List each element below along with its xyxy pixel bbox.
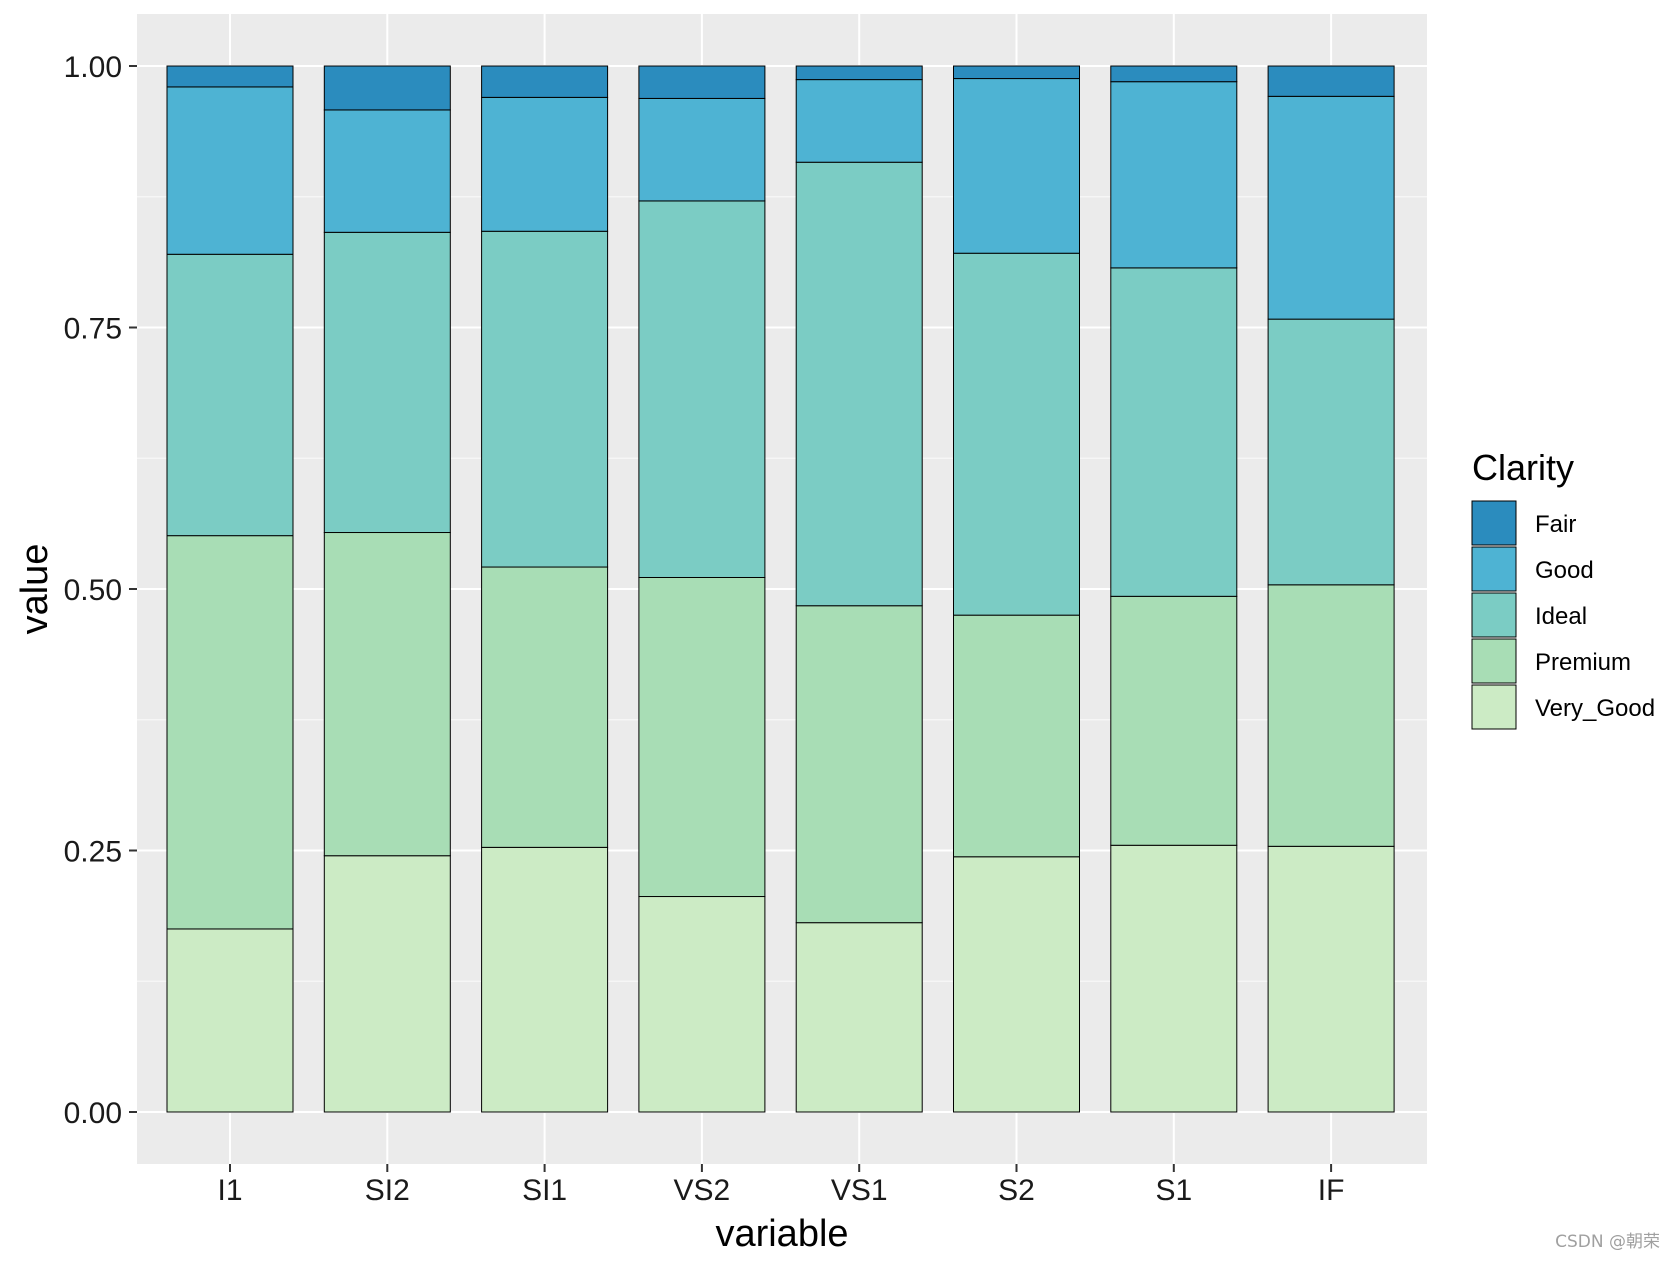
bar-segment-fair <box>1267 65 1395 97</box>
legend: Clarity Fair Good Ideal Premium Very_Good <box>1471 447 1655 730</box>
y-tick-label: 0.00 <box>64 1097 122 1130</box>
bar-segment-very-good <box>1267 845 1395 1113</box>
x-tick-label: SI2 <box>365 1174 410 1207</box>
bar-segment-very-good <box>166 928 294 1113</box>
bar-segment-very-good <box>1110 844 1238 1113</box>
x-tick-label: I1 <box>217 1174 242 1207</box>
bar-segment-premium <box>1110 595 1238 846</box>
bar-segment-very-good <box>953 856 1080 1113</box>
bar-segment-good <box>166 86 294 255</box>
x-tick-label: IF <box>1318 1174 1345 1207</box>
y-axis-title: value <box>14 544 56 635</box>
bar-segment-ideal <box>323 231 451 534</box>
y-tick-label: 0.75 <box>64 313 122 346</box>
y-tick-label: 0.25 <box>64 836 122 869</box>
bars <box>166 65 1395 1113</box>
watermark: CSDN @朝荣 <box>1555 1232 1660 1252</box>
x-tick-label: S2 <box>998 1174 1035 1207</box>
bar-segment-premium <box>795 605 923 924</box>
legend-key-ideal <box>1471 592 1517 638</box>
bar-segment-ideal <box>166 253 294 537</box>
bar-segment-ideal <box>953 252 1080 616</box>
bar-segment-very-good <box>795 922 923 1113</box>
x-axis: I1 SI2 SI1 VS2 VS1 S2 S1 IF <box>217 1164 1344 1207</box>
bar-segment-premium <box>481 566 609 848</box>
legend-key-very-good <box>1471 684 1517 730</box>
legend-label: Good <box>1535 557 1594 584</box>
bar-segment-ideal <box>638 200 766 578</box>
bar-segment-fair <box>481 65 609 98</box>
bar-segment-good <box>323 109 451 233</box>
bar-segment-very-good <box>323 855 451 1113</box>
bar-segment-good <box>953 78 1080 254</box>
y-axis: 0.00 0.25 0.50 0.75 1.00 <box>64 51 137 1130</box>
x-tick-label: VS1 <box>831 1174 888 1207</box>
bar-segment-fair <box>795 65 923 81</box>
bar-segment-fair <box>953 65 1080 80</box>
bar-segment-fair <box>166 65 294 88</box>
y-tick-label: 0.50 <box>64 574 122 607</box>
x-axis-title: variable <box>715 1213 848 1255</box>
bar-segment-very-good <box>481 846 609 1113</box>
bar-segment-ideal <box>481 230 609 568</box>
bar-segment-good <box>795 79 923 163</box>
bar-segment-good <box>1267 95 1395 320</box>
x-tick-label: SI1 <box>522 1174 567 1207</box>
x-tick-label: S1 <box>1155 1174 1192 1207</box>
bar-segment-good <box>638 97 766 202</box>
bar-segment-premium <box>1267 584 1395 847</box>
bar-segment-ideal <box>1267 318 1395 586</box>
y-tick-label: 1.00 <box>64 51 122 84</box>
bar-segment-premium <box>638 576 766 898</box>
legend-label: Ideal <box>1535 603 1587 630</box>
legend-key-good <box>1471 546 1517 592</box>
x-tick-label: VS2 <box>674 1174 731 1207</box>
bar-segment-very-good <box>638 896 766 1113</box>
bar-segment-fair <box>323 65 451 111</box>
bar-segment-fair <box>638 65 766 99</box>
bar-segment-premium <box>166 535 294 930</box>
legend-title: Clarity <box>1472 447 1574 488</box>
bar-segment-ideal <box>795 161 923 607</box>
legend-key-fair <box>1471 500 1517 546</box>
bar-segment-premium <box>323 532 451 857</box>
bar-segment-good <box>1110 81 1238 269</box>
bar-segment-fair <box>1110 65 1238 83</box>
legend-label: Very_Good <box>1535 695 1655 722</box>
legend-label: Fair <box>1535 511 1576 538</box>
bar-segment-ideal <box>1110 267 1238 597</box>
bar-segment-good <box>481 96 609 232</box>
legend-key-premium <box>1471 638 1517 684</box>
legend-label: Premium <box>1535 649 1631 676</box>
bar-segment-premium <box>953 614 1080 858</box>
